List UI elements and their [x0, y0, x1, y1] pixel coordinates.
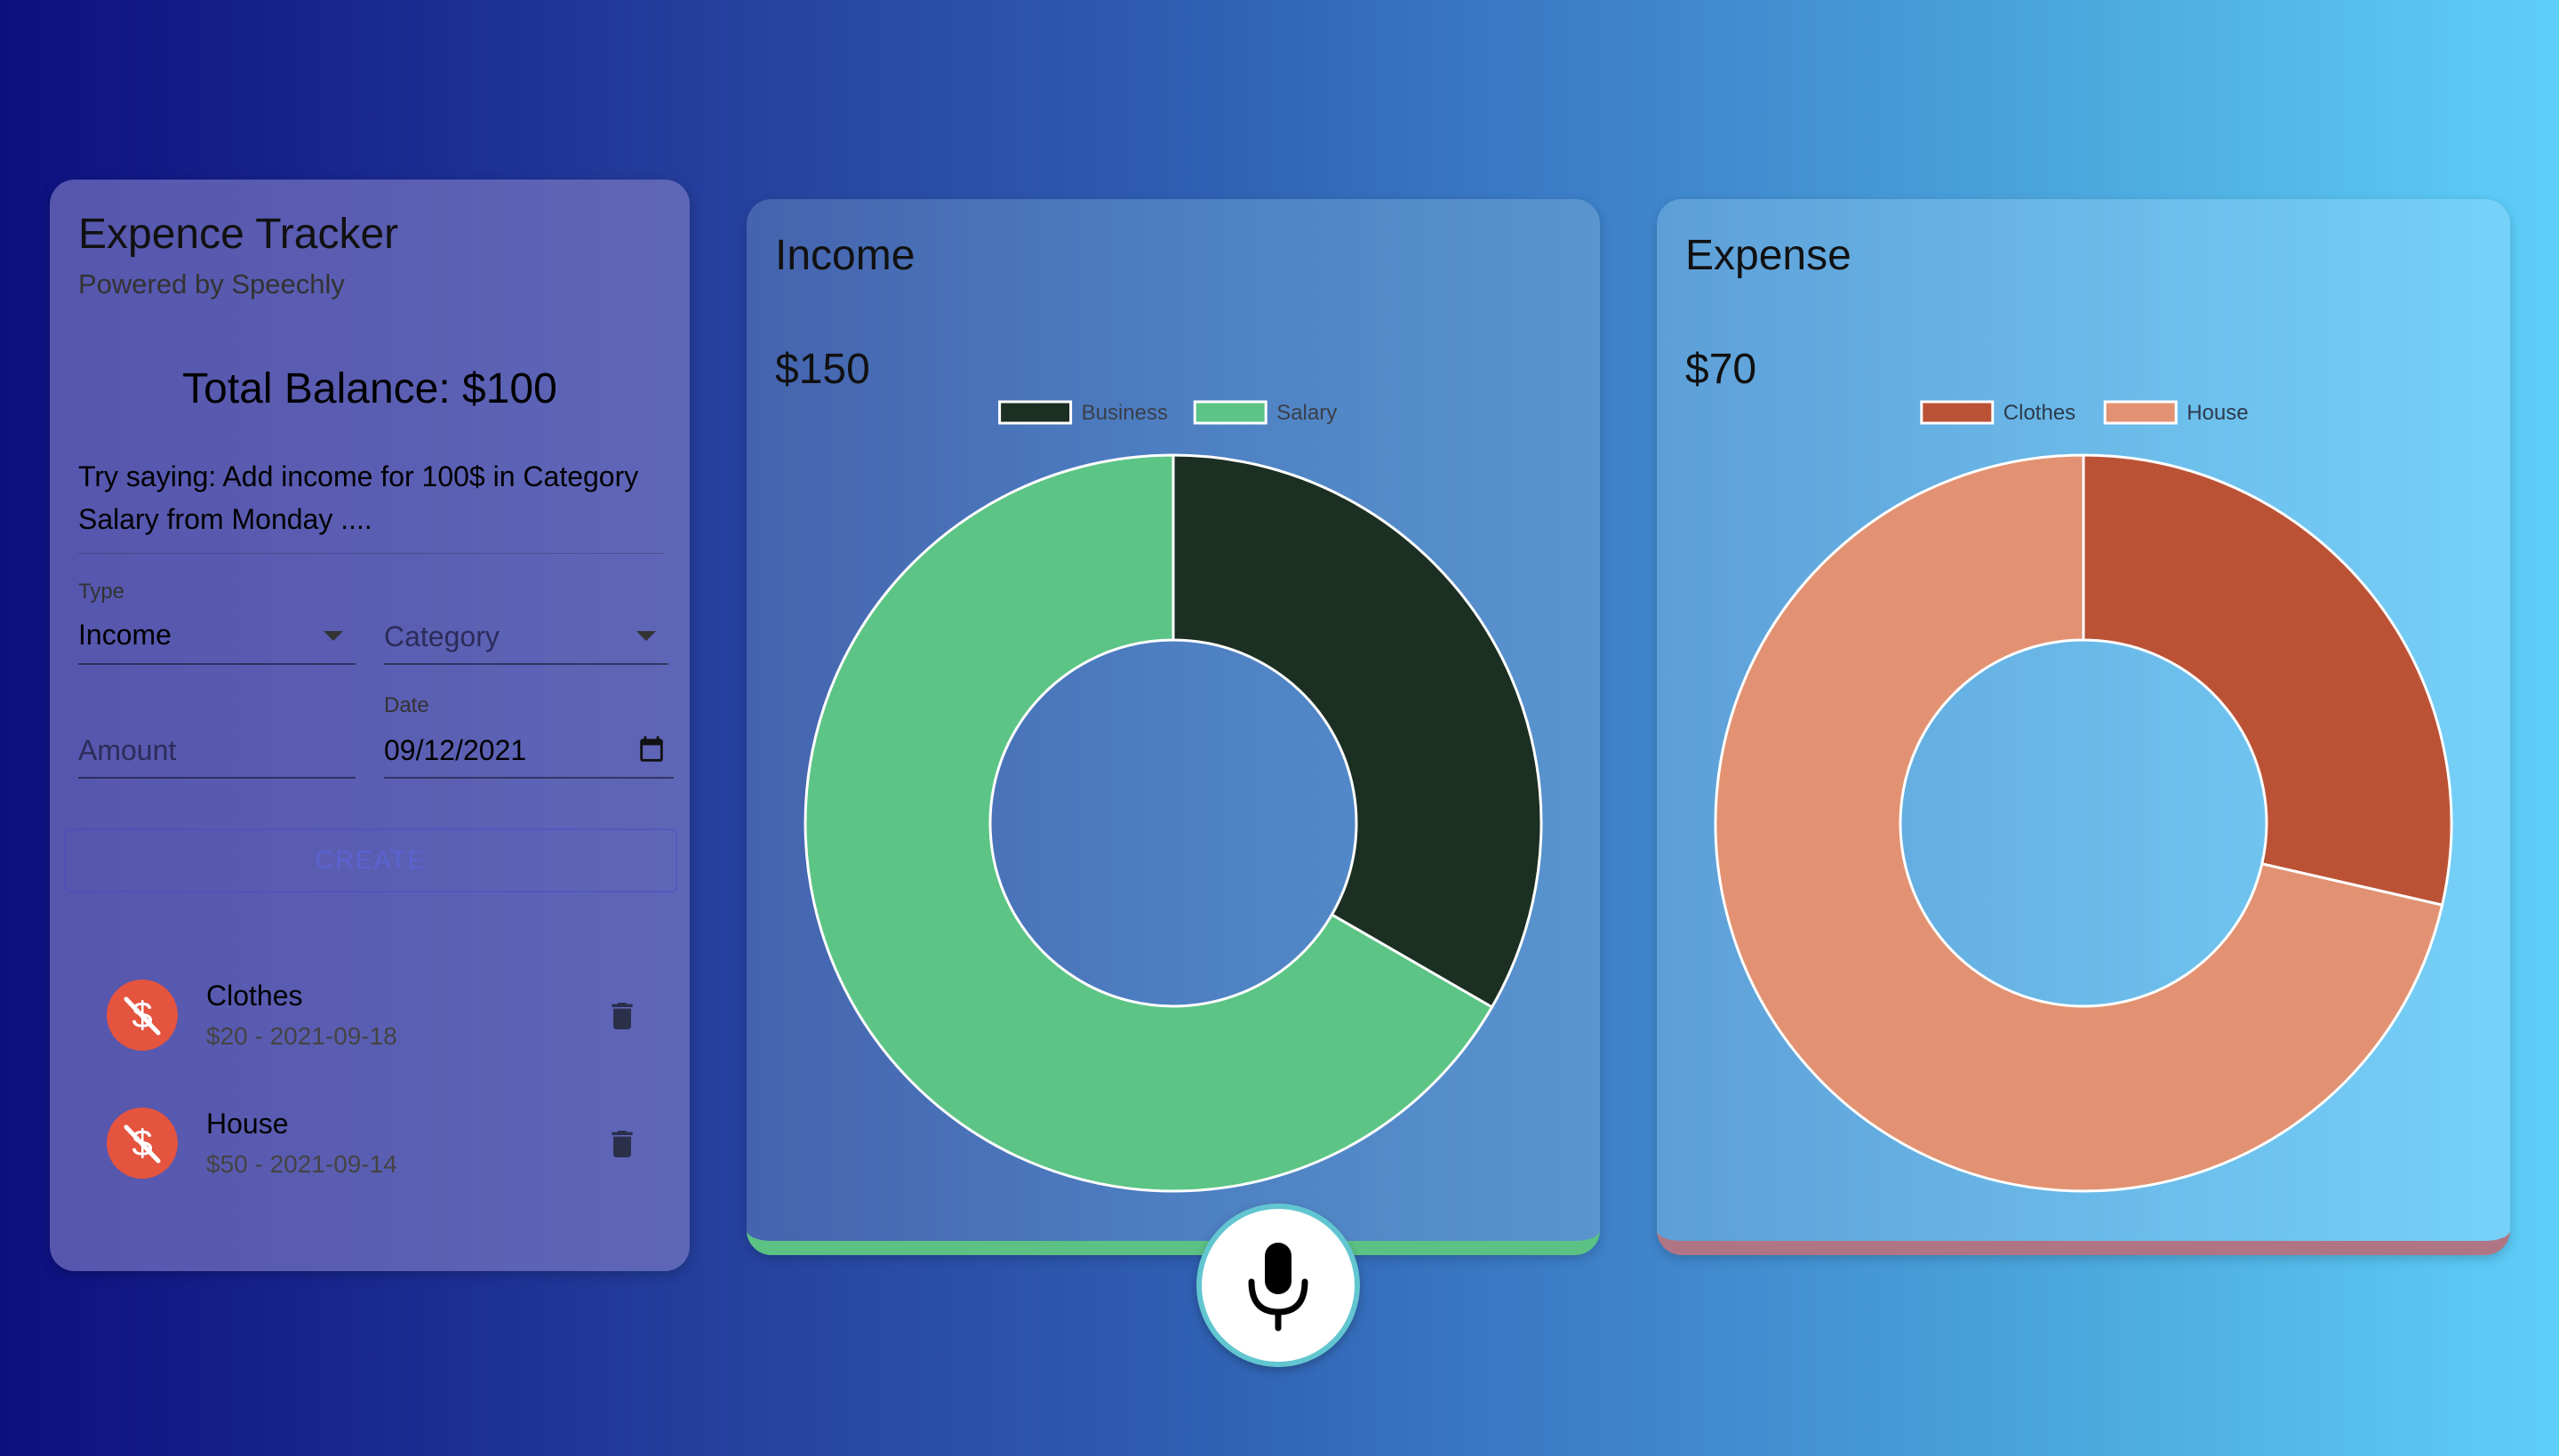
money-off-icon: $	[107, 1108, 178, 1179]
income-doughnut-chart: Business Salary	[804, 400, 1543, 1193]
calendar-icon[interactable]	[636, 734, 667, 766]
legend-label-business[interactable]: Business	[1082, 401, 1168, 425]
income-title: Income	[775, 232, 916, 279]
expense-title: Expense	[1685, 232, 1851, 279]
slice-business[interactable]	[1172, 453, 1543, 1010]
trash-icon[interactable]	[604, 996, 640, 1036]
legend-label-house[interactable]: House	[2187, 401, 2248, 425]
date-label: Date	[384, 693, 429, 717]
transaction-detail: $50 - 2021-09-14	[206, 1150, 397, 1178]
transaction-name: Clothes	[206, 980, 303, 1012]
category-dropdown-icon	[636, 631, 656, 641]
date-value: 09/12/2021	[384, 734, 527, 766]
app-subtitle: Powered by Speechly	[78, 268, 345, 300]
amount-placeholder: Amount	[78, 734, 177, 766]
slice-salary[interactable]	[804, 453, 1494, 1193]
transaction-name: House	[206, 1108, 289, 1140]
legend-swatch-business[interactable]	[998, 400, 1073, 425]
date-field[interactable]: 09/12/2021	[384, 713, 674, 779]
voice-hint: Try saying: Add income for 100$ in Categ…	[78, 455, 665, 554]
expense-total: $70	[1685, 346, 1757, 393]
legend-label-clothes[interactable]: Clothes	[2003, 401, 2075, 425]
legend-swatch-salary[interactable]	[1193, 400, 1268, 425]
money-off-icon: $	[107, 980, 178, 1051]
expense-doughnut-chart: Clothes House	[1714, 400, 2453, 1193]
transaction-item-clothes[interactable]: $ Clothes $20 - 2021-09-18	[107, 967, 640, 1065]
slice-clothes[interactable]	[2082, 453, 2453, 907]
transaction-detail: $20 - 2021-09-18	[206, 1022, 397, 1050]
legend-label-salary[interactable]: Salary	[1276, 401, 1337, 425]
voice-input-button[interactable]	[1196, 1204, 1360, 1367]
expense-tracker-card: Expence Tracker Powered by Speechly Tota…	[50, 180, 690, 1271]
legend-swatch-house[interactable]	[2103, 400, 2178, 425]
type-label: Type	[78, 580, 125, 604]
app-title: Expence Tracker	[78, 211, 399, 258]
transaction-item-house[interactable]: $ House $50 - 2021-09-14	[107, 1095, 640, 1193]
category-placeholder: Category	[384, 620, 500, 652]
amount-field[interactable]: Amount	[78, 713, 356, 779]
income-card: Income $150 Business Salary	[747, 199, 1600, 1255]
microphone-icon	[1248, 1243, 1308, 1332]
expense-card: Expense $70 Clothes House	[1657, 199, 2510, 1255]
type-select[interactable]: Income	[78, 599, 356, 665]
trash-icon[interactable]	[604, 1124, 640, 1164]
type-dropdown-icon	[324, 631, 343, 641]
type-value: Income	[78, 619, 172, 651]
legend-swatch-clothes[interactable]	[1920, 400, 1995, 425]
slice-house[interactable]	[1714, 453, 2444, 1193]
category-select[interactable]: Category	[384, 599, 668, 665]
create-button[interactable]: CREATE	[64, 828, 677, 892]
income-total: $150	[775, 346, 870, 393]
total-balance: Total Balance: $100	[182, 365, 557, 412]
